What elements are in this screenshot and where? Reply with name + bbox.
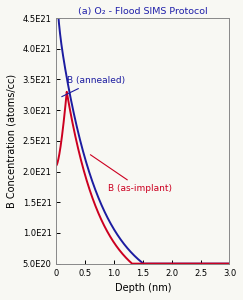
- Y-axis label: B Concentration (atoms/cc): B Concentration (atoms/cc): [7, 74, 17, 208]
- X-axis label: Depth (nm): Depth (nm): [115, 283, 171, 293]
- Text: B (annealed): B (annealed): [62, 76, 125, 97]
- Title: (a) O₂ - Flood SIMS Protocol: (a) O₂ - Flood SIMS Protocol: [78, 7, 208, 16]
- Text: B (as-implant): B (as-implant): [90, 155, 172, 193]
